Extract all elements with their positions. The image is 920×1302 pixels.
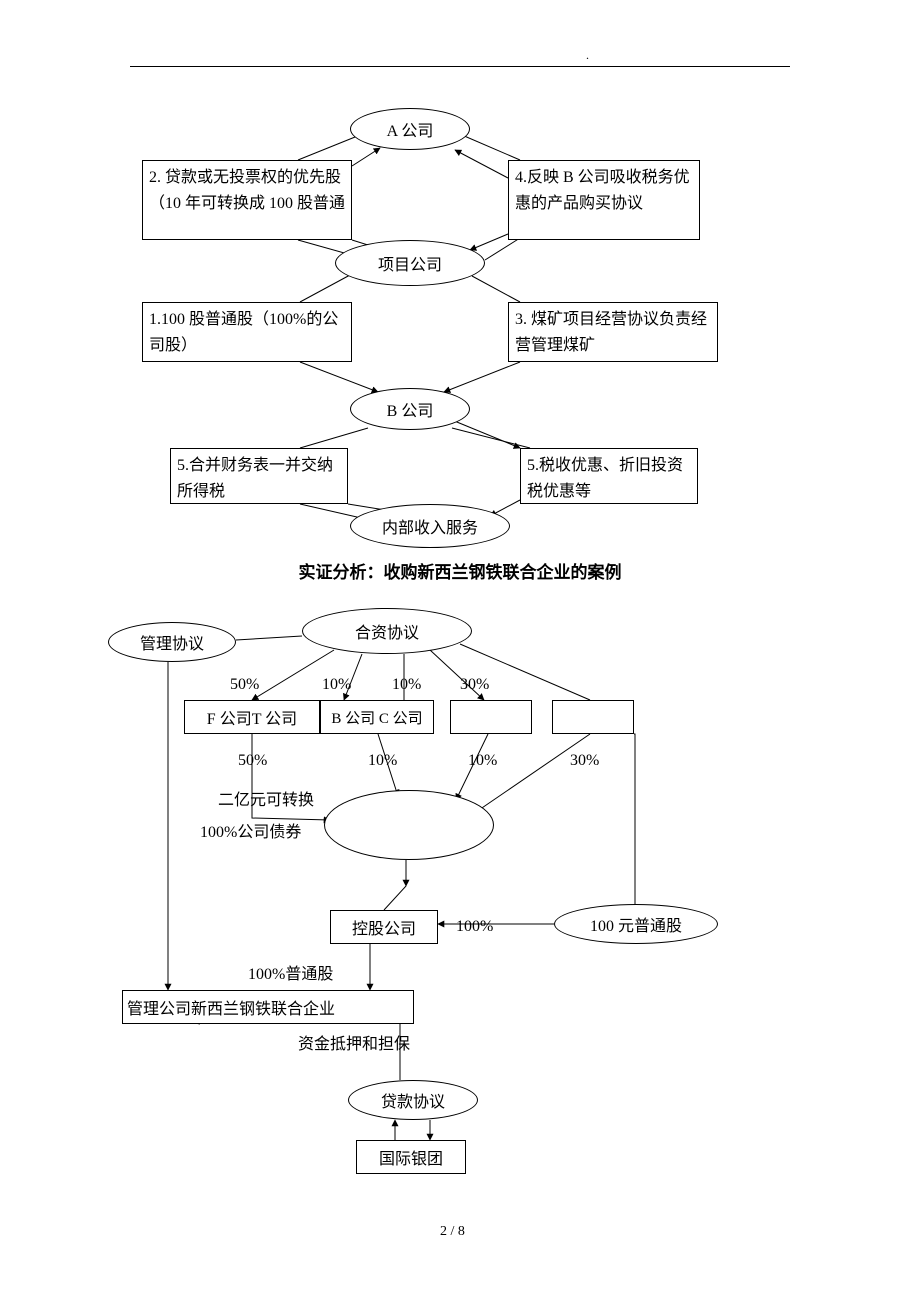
lbl-pledge: 资金抵押和担保: [298, 1030, 410, 1054]
label: 合资协议: [355, 619, 419, 643]
lbl-h100: 100%: [456, 918, 493, 936]
lbl-p30b: 30%: [570, 752, 599, 770]
node-box3: 3. 煤矿项目经营协议负责经营管理煤矿: [508, 302, 718, 362]
label: 4.反映 B 公司吸收税务优惠的产品购买协议: [515, 169, 690, 212]
header-rule: [130, 66, 790, 67]
lbl-comm: 100%普通股: [248, 960, 333, 984]
lbl-bond: 100%公司债券: [200, 818, 301, 842]
node-holding: 控股公司: [330, 910, 438, 944]
lbl-p10d: 10%: [468, 752, 497, 770]
label: 5.合并财务表一并交纳所得税: [177, 457, 333, 500]
node-empty1: [450, 700, 532, 734]
label: 5.税收优惠、折旧投资税优惠等: [527, 457, 683, 500]
label: 控股公司: [352, 921, 416, 938]
label: 2. 贷款或无投票权的优先股（10 年可转换成 100 股普通: [149, 169, 345, 212]
node-loan-agree: 贷款协议: [348, 1080, 478, 1120]
label: 贷款协议: [381, 1088, 445, 1112]
node-empty2: [552, 700, 634, 734]
node-internal-rev: 内部收入服务: [350, 504, 510, 548]
lbl-p30a: 30%: [460, 676, 489, 694]
node-mgmt-agree: 管理协议: [108, 622, 236, 662]
page-number: 2 / 8: [440, 1224, 465, 1240]
lbl-p50a: 50%: [230, 676, 259, 694]
node-box5l: 5.合并财务表一并交纳所得税: [170, 448, 348, 504]
header-dot: .: [586, 48, 589, 63]
node-box5r: 5.税收优惠、折旧投资税优惠等: [520, 448, 698, 504]
label: A 公司: [387, 117, 434, 141]
label: B 公司: [387, 397, 434, 421]
lbl-p10c: 10%: [368, 752, 397, 770]
node-box4: 4.反映 B 公司吸收税务优惠的产品购买协议: [508, 160, 700, 240]
label: 内部收入服务: [382, 514, 478, 538]
node-intl-bank: 国际银团: [356, 1140, 466, 1174]
node-b-company: B 公司: [350, 388, 470, 430]
label: 1.100 股普通股（100%的公司股）: [149, 311, 338, 354]
node-box1: 1.100 股普通股（100%的公司股）: [142, 302, 352, 362]
node-f-co: F 公司T 公司: [184, 700, 320, 734]
node-jv-agree: 合资协议: [302, 608, 472, 654]
lbl-conv: 二亿元可转换: [218, 786, 314, 810]
node-box2: 2. 贷款或无投票权的优先股（10 年可转换成 100 股普通: [142, 160, 352, 240]
lbl-p10b: 10%: [392, 676, 421, 694]
node-b-co: B 公司 C 公司: [320, 700, 434, 734]
lbl-p10a: 10%: [322, 676, 351, 694]
label: 3. 煤矿项目经营协议负责经营管理煤矿: [515, 311, 707, 354]
lbl-p50b: 50%: [238, 752, 267, 770]
node-big-ellipse: [324, 790, 494, 860]
label: B 公司 C 公司: [331, 711, 422, 727]
node-stock100: 100 元普通股: [554, 904, 718, 944]
label: 项目公司: [378, 251, 442, 275]
node-mgmt-co: 管理公司新西兰钢铁联合企业: [122, 990, 414, 1024]
label: 100 元普通股: [590, 912, 682, 936]
mid-title: 实证分析：收购新西兰钢铁联合企业的案例: [225, 558, 695, 583]
label: 管理协议: [140, 630, 204, 654]
label: F 公司T 公司: [207, 711, 297, 728]
node-project-company: 项目公司: [335, 240, 485, 286]
label: 国际银团: [379, 1151, 443, 1168]
label: 管理公司新西兰钢铁联合企业: [127, 1001, 335, 1018]
page: . A 公司 2. 贷款或无投票权的优先股（10 年可转换成 100 股普通 4…: [0, 0, 920, 1302]
node-a-company: A 公司: [350, 108, 470, 150]
